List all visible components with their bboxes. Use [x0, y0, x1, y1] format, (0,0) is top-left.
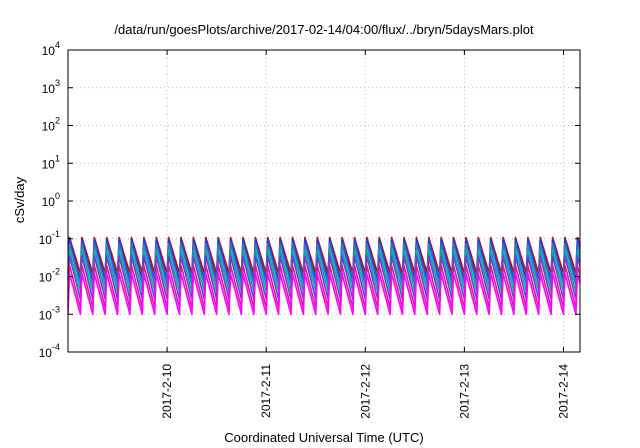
y-tick-label: 100	[42, 191, 60, 209]
y-tick-label: 104	[42, 40, 60, 58]
y-tick-label: 101	[42, 153, 60, 171]
y-tick-exponent: 1	[55, 153, 60, 163]
y-tick-exponent: -1	[52, 229, 60, 239]
y-tick-base: 10	[39, 233, 53, 247]
series-line-3	[67, 249, 581, 293]
series-line-0	[67, 236, 581, 275]
y-tick-base: 10	[39, 271, 53, 285]
x-axis-label: Coordinated Universal Time (UTC)	[224, 430, 423, 445]
series-line-2	[67, 242, 581, 286]
x-tick-label: 2017-2-12	[358, 364, 372, 419]
chart-title: /data/run/goesPlots/archive/2017-02-14/0…	[114, 22, 534, 37]
x-tick-label: 2017-2-14	[556, 364, 570, 419]
x-tick-label: 2017-2-10	[160, 364, 174, 419]
series-line-5	[67, 264, 581, 309]
y-tick-label: 103	[42, 78, 60, 96]
y-tick-label: 10-1	[39, 229, 60, 247]
y-tick-exponent: -2	[52, 267, 60, 277]
y-tick-label: 10-4	[39, 342, 60, 360]
y-tick-base: 10	[39, 346, 53, 360]
y-tick-base: 10	[39, 308, 53, 322]
y-tick-base: 10	[42, 82, 56, 96]
y-tick-base: 10	[42, 44, 56, 58]
series-line-4	[67, 255, 581, 301]
series-line-6	[67, 272, 581, 316]
y-tick-base: 10	[42, 157, 56, 171]
y-tick-label: 10-2	[39, 267, 60, 285]
series-group	[67, 236, 581, 316]
y-axis-label: cSv/day	[12, 176, 27, 223]
y-tick-exponent: 2	[55, 116, 60, 126]
y-tick-base: 10	[42, 195, 56, 209]
x-tick-label: 2017-2-13	[457, 364, 471, 419]
y-tick-label: 102	[42, 116, 60, 134]
y-tick-exponent: 3	[55, 78, 60, 88]
y-tick-label: 10-3	[39, 304, 60, 322]
y-tick-exponent: -4	[52, 342, 60, 352]
y-tick-base: 10	[42, 120, 56, 134]
grid	[68, 50, 580, 352]
series-line-1	[67, 238, 581, 282]
y-tick-exponent: 0	[55, 191, 60, 201]
y-tick-exponent: 4	[55, 40, 60, 50]
y-tick-exponent: -3	[52, 304, 60, 314]
x-tick-label: 2017-2-11	[259, 364, 273, 418]
x-axis-ticks: 2017-2-10 2017-2-11 2017-2-12 2017-2-13 2017…	[160, 50, 570, 419]
